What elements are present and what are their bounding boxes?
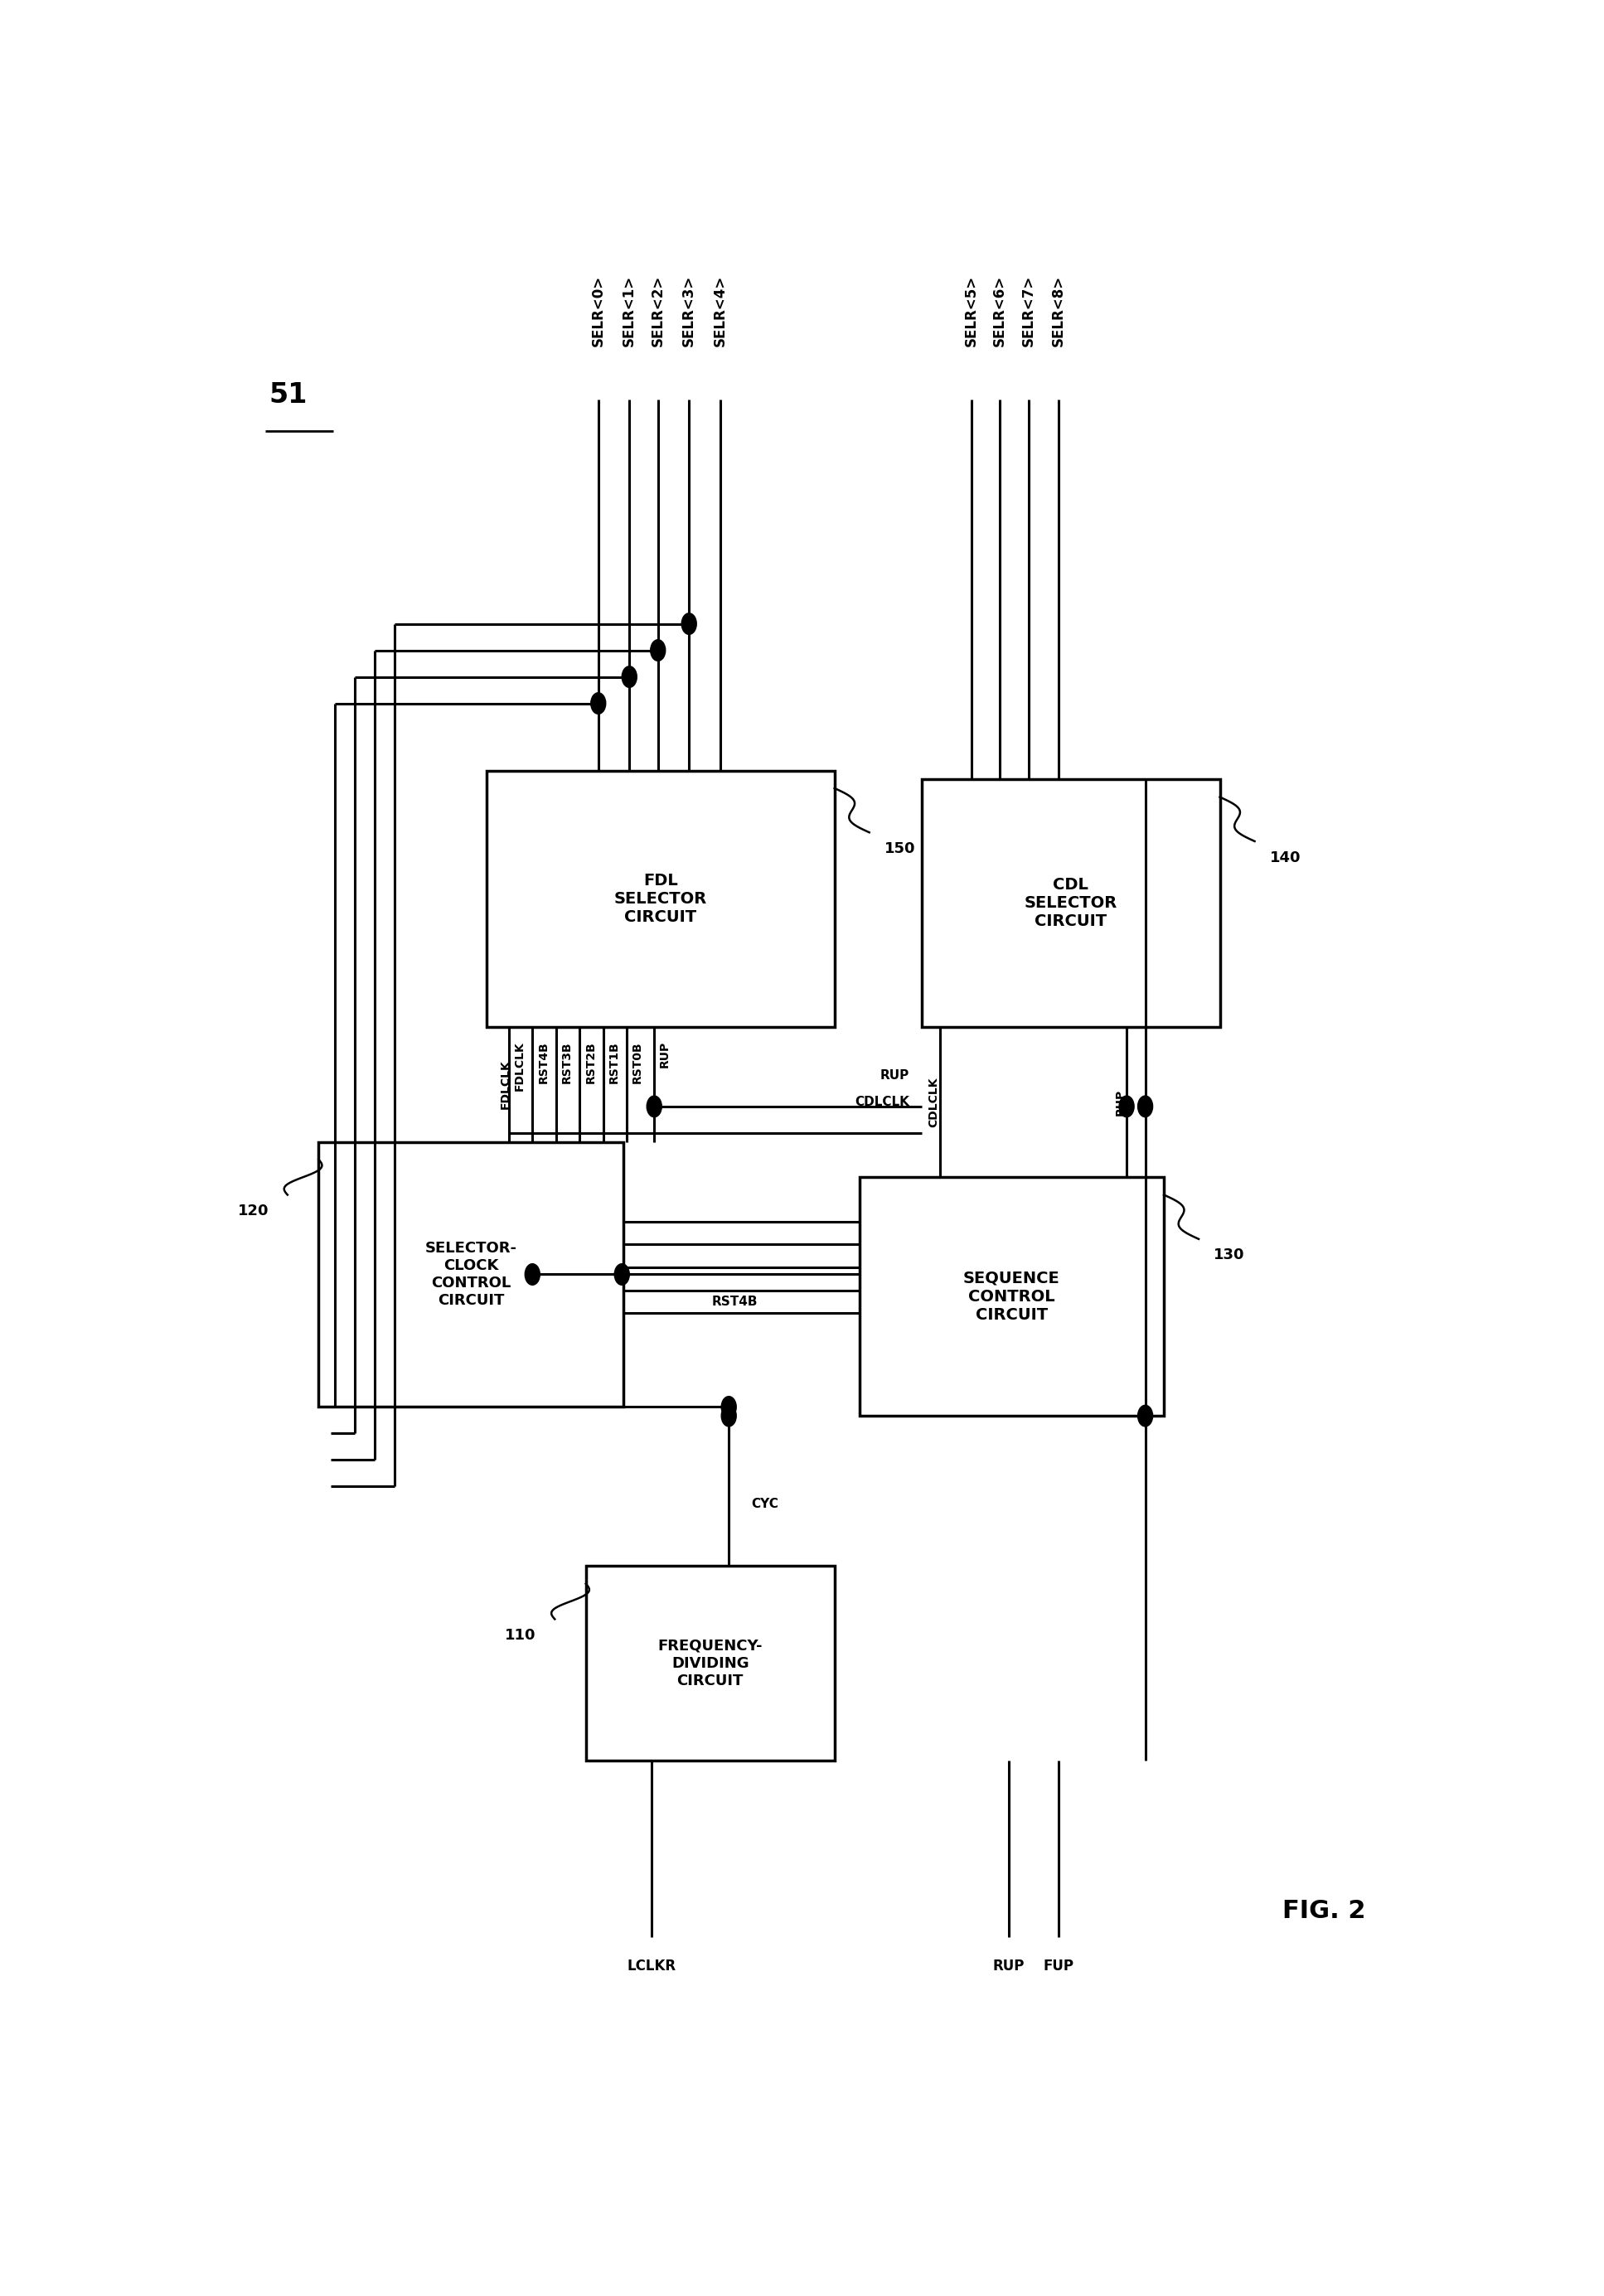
Text: SELR<7>: SELR<7>: [1020, 276, 1036, 347]
Text: SELR<6>: SELR<6>: [993, 276, 1007, 347]
Circle shape: [1137, 1405, 1153, 1426]
Text: SEQUENCE
CONTROL
CIRCUIT: SEQUENCE CONTROL CIRCUIT: [964, 1270, 1060, 1322]
Bar: [921, 778, 1219, 1026]
Text: RST4B: RST4B: [537, 1040, 549, 1084]
Text: RUP: RUP: [1115, 1088, 1126, 1116]
Bar: [585, 1566, 834, 1761]
Text: RST1B: RST1B: [608, 1040, 619, 1084]
Text: RUP: RUP: [881, 1070, 909, 1081]
Text: RST3B: RST3B: [561, 1040, 573, 1084]
Text: SELECTOR-
CLOCK
CONTROL
CIRCUIT: SELECTOR- CLOCK CONTROL CIRCUIT: [425, 1242, 516, 1309]
Text: CDLCLK: CDLCLK: [855, 1095, 909, 1109]
Text: 51: 51: [269, 381, 308, 409]
Bar: [319, 1141, 624, 1407]
Circle shape: [722, 1405, 736, 1426]
Circle shape: [1120, 1095, 1134, 1118]
Circle shape: [682, 613, 696, 634]
Circle shape: [614, 1263, 629, 1286]
Text: FIG. 2: FIG. 2: [1282, 1899, 1365, 1922]
Circle shape: [651, 641, 666, 661]
Text: SELR<8>: SELR<8>: [1051, 276, 1065, 347]
Text: FREQUENCY-
DIVIDING
CIRCUIT: FREQUENCY- DIVIDING CIRCUIT: [658, 1639, 762, 1688]
Text: SELR<2>: SELR<2>: [651, 276, 666, 347]
Circle shape: [1137, 1095, 1153, 1118]
Text: FDL
SELECTOR
CIRCUIT: FDL SELECTOR CIRCUIT: [614, 872, 707, 925]
Bar: [486, 771, 834, 1026]
Text: CYC: CYC: [751, 1497, 778, 1511]
Text: SELR<1>: SELR<1>: [622, 276, 637, 347]
Text: RST0B: RST0B: [632, 1040, 643, 1084]
Text: LCLKR: LCLKR: [627, 1958, 677, 1975]
Text: CDL
SELECTOR
CIRCUIT: CDL SELECTOR CIRCUIT: [1023, 877, 1118, 930]
Circle shape: [590, 693, 606, 714]
Text: SELR<5>: SELR<5>: [964, 276, 978, 347]
Text: 130: 130: [1214, 1249, 1245, 1263]
Text: 110: 110: [505, 1628, 536, 1644]
Text: SELR<0>: SELR<0>: [590, 276, 606, 347]
Text: SELR<4>: SELR<4>: [712, 276, 728, 347]
Bar: [860, 1178, 1165, 1417]
Text: FUP: FUP: [1043, 1958, 1073, 1975]
Circle shape: [646, 1095, 662, 1118]
Circle shape: [622, 666, 637, 687]
Text: 120: 120: [237, 1203, 269, 1219]
Circle shape: [525, 1263, 541, 1286]
Text: RST2B: RST2B: [584, 1040, 597, 1084]
Text: SELR<3>: SELR<3>: [682, 276, 696, 347]
Text: RUP: RUP: [659, 1040, 670, 1068]
Text: RST4B: RST4B: [712, 1295, 759, 1309]
Text: RUP: RUP: [993, 1958, 1025, 1975]
Text: 150: 150: [884, 840, 916, 856]
Text: FDLCLK: FDLCLK: [513, 1040, 526, 1091]
Text: FDLCLK: FDLCLK: [499, 1058, 510, 1109]
Circle shape: [722, 1396, 736, 1417]
Text: CDLCLK: CDLCLK: [929, 1077, 940, 1127]
Text: 140: 140: [1270, 850, 1301, 866]
